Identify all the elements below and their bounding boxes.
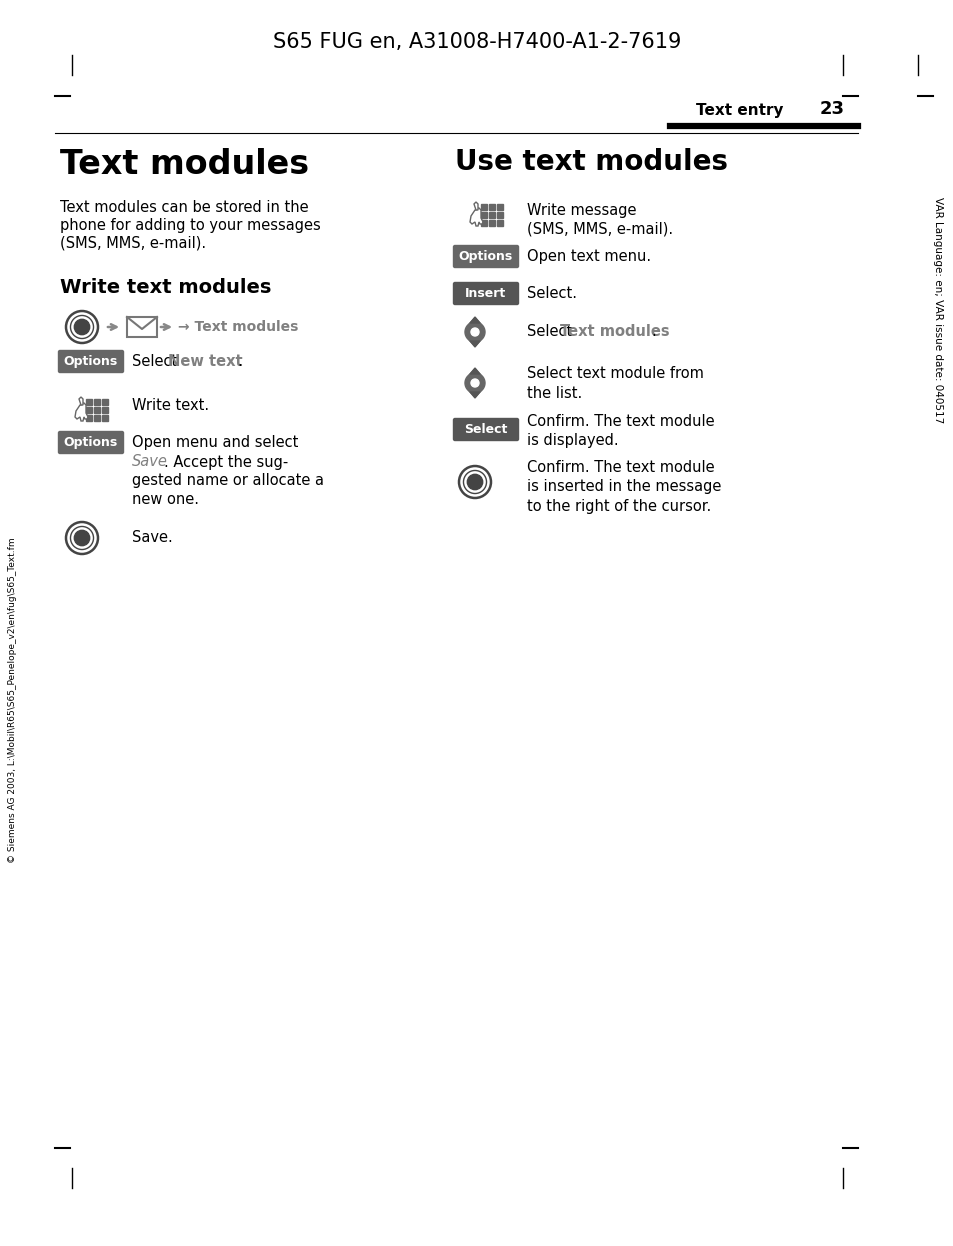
- Text: 23: 23: [820, 100, 844, 118]
- Bar: [480, 221, 486, 226]
- Text: Write message: Write message: [526, 203, 636, 218]
- Text: phone for adding to your messages: phone for adding to your messages: [60, 218, 320, 233]
- Polygon shape: [470, 392, 479, 397]
- Text: Select: Select: [464, 422, 507, 436]
- Text: new one.: new one.: [132, 492, 199, 507]
- FancyBboxPatch shape: [453, 283, 518, 304]
- Text: Write text.: Write text.: [132, 397, 209, 412]
- Bar: [102, 399, 108, 405]
- Bar: [86, 407, 91, 412]
- Text: (SMS, MMS, e-mail).: (SMS, MMS, e-mail).: [526, 222, 673, 237]
- Text: . Accept the sug-: . Accept the sug-: [164, 455, 288, 470]
- Polygon shape: [469, 391, 480, 397]
- Text: Select text module from: Select text module from: [526, 365, 703, 380]
- Text: Select: Select: [132, 355, 182, 370]
- Polygon shape: [470, 341, 479, 346]
- Text: Open text menu.: Open text menu.: [526, 249, 651, 264]
- Text: Options: Options: [64, 355, 118, 368]
- Text: Confirm. The text module: Confirm. The text module: [526, 414, 714, 429]
- Text: Options: Options: [458, 250, 513, 263]
- Text: .: .: [236, 355, 241, 370]
- Text: is displayed.: is displayed.: [526, 432, 618, 447]
- FancyBboxPatch shape: [453, 419, 518, 441]
- Text: → Text modules: → Text modules: [178, 320, 298, 334]
- Text: S65 FUG en, A31008-H7400-A1-2-7619: S65 FUG en, A31008-H7400-A1-2-7619: [273, 32, 680, 52]
- Bar: [497, 221, 502, 226]
- Text: Use text modules: Use text modules: [455, 148, 727, 176]
- Circle shape: [74, 319, 90, 335]
- Polygon shape: [470, 316, 479, 323]
- Bar: [86, 415, 91, 421]
- Text: Text entry: Text entry: [696, 103, 782, 118]
- Text: (SMS, MMS, e-mail).: (SMS, MMS, e-mail).: [60, 235, 206, 250]
- Polygon shape: [469, 340, 480, 346]
- Text: .: .: [650, 324, 655, 339]
- Text: Write text modules: Write text modules: [60, 278, 271, 297]
- Polygon shape: [469, 369, 480, 375]
- Bar: [489, 221, 495, 226]
- Polygon shape: [470, 368, 479, 374]
- Text: Text modules: Text modules: [559, 324, 669, 339]
- Polygon shape: [75, 402, 88, 421]
- Bar: [480, 212, 486, 218]
- Bar: [489, 212, 495, 218]
- Circle shape: [74, 531, 90, 546]
- Text: Save: Save: [132, 455, 168, 470]
- Bar: [86, 399, 91, 405]
- Circle shape: [471, 379, 478, 388]
- Bar: [480, 204, 486, 211]
- Text: © Siemens AG 2003, L:\Mobil\R65\S65_Penelope_v2\en\fug\S65_Text.fm: © Siemens AG 2003, L:\Mobil\R65\S65_Pene…: [9, 537, 17, 862]
- Bar: [94, 407, 100, 412]
- Text: Insert: Insert: [465, 287, 506, 300]
- Bar: [497, 204, 502, 211]
- Bar: [94, 415, 100, 421]
- FancyBboxPatch shape: [58, 350, 123, 373]
- Polygon shape: [469, 318, 480, 324]
- Text: is inserted in the message: is inserted in the message: [526, 480, 720, 495]
- Polygon shape: [474, 202, 477, 211]
- Bar: [497, 212, 502, 218]
- Bar: [94, 399, 100, 405]
- Text: VAR Language: en; VAR issue date: 040517: VAR Language: en; VAR issue date: 040517: [932, 197, 942, 424]
- Text: Confirm. The text module: Confirm. The text module: [526, 461, 714, 476]
- Text: to the right of the cursor.: to the right of the cursor.: [526, 498, 711, 513]
- Text: gested name or allocate a: gested name or allocate a: [132, 473, 324, 488]
- Text: New text: New text: [168, 355, 242, 370]
- Text: Text modules can be stored in the: Text modules can be stored in the: [60, 201, 309, 216]
- Text: Options: Options: [64, 436, 118, 449]
- Bar: [102, 415, 108, 421]
- Text: the list.: the list.: [526, 385, 581, 400]
- Text: Select.: Select.: [526, 287, 577, 302]
- Bar: [127, 316, 157, 336]
- Bar: [102, 407, 108, 412]
- Polygon shape: [470, 208, 482, 226]
- Circle shape: [464, 321, 484, 341]
- Text: Save.: Save.: [132, 531, 172, 546]
- Text: Text modules: Text modules: [60, 148, 309, 181]
- FancyBboxPatch shape: [58, 431, 123, 454]
- Circle shape: [467, 475, 482, 490]
- Polygon shape: [79, 397, 83, 405]
- Text: Select: Select: [526, 324, 577, 339]
- Circle shape: [471, 328, 478, 336]
- Text: Open menu and select: Open menu and select: [132, 436, 298, 451]
- FancyBboxPatch shape: [453, 245, 518, 268]
- Bar: [489, 204, 495, 211]
- Circle shape: [464, 373, 484, 392]
